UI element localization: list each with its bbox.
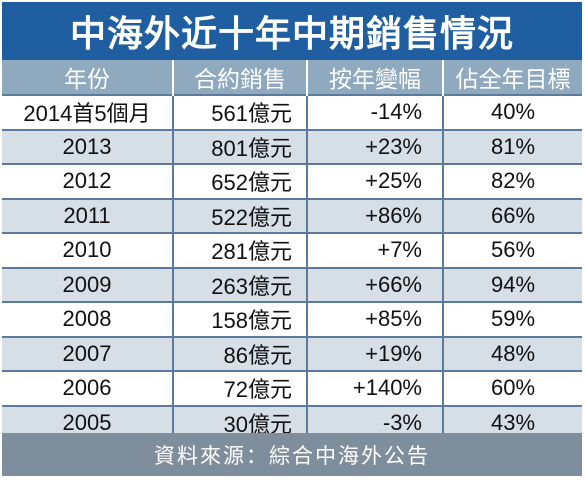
table-row: 2011 522億元 +86% 66% — [2, 197, 582, 233]
source-note: 資料來源：綜合中海外公告 — [2, 433, 582, 476]
cell-year: 2008 — [2, 301, 174, 337]
table-row: 2009 263億元 +66% 94% — [2, 266, 582, 302]
cell-sales: 801億元 — [173, 128, 308, 164]
table-title: 中海外近十年中期銷售情況 — [2, 2, 582, 60]
sales-table: 年份 合約銷售 按年變幅 佔全年目標 2014首5個月 561億元 -14% 40% … — [2, 60, 582, 439]
cell-sales: 652億元 — [173, 163, 308, 199]
cell-sales: 263億元 — [173, 266, 308, 302]
header-change: 按年變幅 — [307, 60, 444, 95]
table-row: 2006 72億元 +140% 60% — [2, 370, 582, 406]
cell-change: +66% — [307, 266, 444, 302]
table-row: 2013 801億元 +23% 81% — [2, 128, 582, 164]
cell-change: +25% — [307, 163, 444, 199]
cell-sales: 522億元 — [173, 197, 308, 233]
cell-change: +7% — [307, 232, 444, 268]
table-row: 2010 281億元 +7% 56% — [2, 232, 582, 268]
table-row: 2014首5個月 561億元 -14% 40% — [2, 94, 582, 130]
table-body: 2014首5個月 561億元 -14% 40% 2013 801億元 +23% 81% 20… — [2, 94, 582, 439]
cell-year: 2011 — [2, 197, 174, 233]
table-header: 年份 合約銷售 按年變幅 佔全年目標 — [2, 60, 582, 95]
cell-change: +19% — [307, 335, 444, 371]
cell-year: 2007 — [2, 335, 174, 371]
cell-year: 2013 — [2, 128, 174, 164]
header-target: 佔全年目標 — [443, 60, 582, 95]
cell-target: 66% — [443, 197, 582, 233]
cell-target: 81% — [443, 128, 582, 164]
cell-change: +140% — [307, 370, 444, 406]
table-row: 2012 652億元 +25% 82% — [2, 163, 582, 199]
cell-sales: 72億元 — [173, 370, 308, 406]
cell-year: 2012 — [2, 163, 174, 199]
cell-change: +86% — [307, 197, 444, 233]
cell-sales: 561億元 — [173, 94, 308, 130]
cell-target: 48% — [443, 335, 582, 371]
cell-year: 2009 — [2, 266, 174, 302]
header-sales: 合約銷售 — [173, 60, 308, 95]
cell-sales: 158億元 — [173, 301, 308, 337]
cell-target: 56% — [443, 232, 582, 268]
cell-change: +23% — [307, 128, 444, 164]
header-row: 年份 合約銷售 按年變幅 佔全年目標 — [2, 60, 582, 95]
cell-sales: 281億元 — [173, 232, 308, 268]
infographic-table: 中海外近十年中期銷售情況 年份 合約銷售 按年變幅 佔全年目標 2014首5個月… — [2, 2, 582, 476]
cell-target: 60% — [443, 370, 582, 406]
cell-target: 82% — [443, 163, 582, 199]
cell-target: 94% — [443, 266, 582, 302]
cell-sales: 86億元 — [173, 335, 308, 371]
table-row: 2008 158億元 +85% 59% — [2, 301, 582, 337]
cell-change: +85% — [307, 301, 444, 337]
cell-change: -14% — [307, 94, 444, 130]
cell-target: 40% — [443, 94, 582, 130]
cell-year: 2006 — [2, 370, 174, 406]
table-row: 2007 86億元 +19% 48% — [2, 335, 582, 371]
cell-year: 2014首5個月 — [2, 94, 174, 130]
cell-year: 2010 — [2, 232, 174, 268]
header-year: 年份 — [2, 60, 174, 95]
cell-target: 59% — [443, 301, 582, 337]
